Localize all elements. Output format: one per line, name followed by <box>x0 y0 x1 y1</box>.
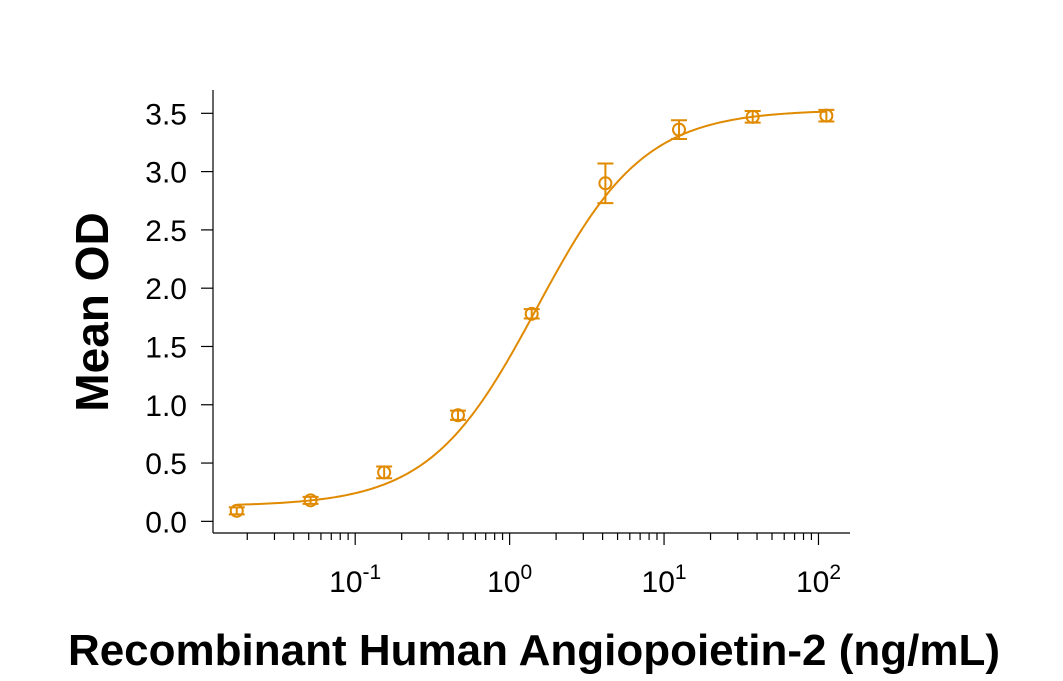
point-marker <box>672 122 687 137</box>
x-tick-label: 102 <box>796 561 841 599</box>
y-axis: 0.0 0.5 1.0 1.5 2.0 2.5 3.0 3.5 <box>145 90 214 539</box>
y-tick-label: 1.0 <box>145 390 187 423</box>
point-marker <box>377 465 392 480</box>
data-point <box>818 108 835 123</box>
point-marker <box>524 306 539 321</box>
x-tick-base: 10 <box>642 566 675 599</box>
point-marker <box>303 493 318 508</box>
x-axis: 10-1 100 101 102 <box>213 532 850 599</box>
point-marker <box>745 109 760 124</box>
x-tick-exponent: 2 <box>829 561 841 584</box>
data-point <box>523 306 540 321</box>
data-point <box>302 493 319 508</box>
data-point <box>671 119 688 140</box>
x-tick-base: 10 <box>796 566 829 599</box>
data-point <box>376 465 393 480</box>
point-marker <box>819 108 834 123</box>
x-axis-title: Recombinant Human Angiopoietin-2 (ng/mL) <box>68 626 1000 675</box>
data-point <box>744 109 761 124</box>
x-tick-exponent: 1 <box>675 561 687 584</box>
x-tick-label: 100 <box>487 561 532 599</box>
point-marker <box>598 176 613 191</box>
data-points <box>228 108 835 518</box>
y-tick-label: 2.0 <box>145 273 187 306</box>
y-tick-label: 1.5 <box>145 331 187 364</box>
x-tick-exponent: 0 <box>520 561 532 584</box>
x-tick-label: 101 <box>642 561 687 599</box>
data-point <box>597 162 614 205</box>
data-point <box>228 503 245 518</box>
point-marker <box>450 408 465 423</box>
y-axis-title: Mean OD <box>66 212 118 411</box>
x-tick-base: 10 <box>487 566 520 599</box>
y-tick-label: 0.0 <box>145 506 187 539</box>
x-tick-exponent: -1 <box>363 561 382 584</box>
y-tick-label: 2.5 <box>145 215 187 248</box>
point-marker <box>229 503 244 518</box>
y-tick-label: 3.0 <box>145 157 187 190</box>
x-tick-label: 10-1 <box>329 561 381 599</box>
x-tick-base: 10 <box>329 566 362 599</box>
x-ticks: 10-1 100 101 102 <box>246 533 841 599</box>
y-tick-label: 0.5 <box>145 448 187 481</box>
y-ticks: 0.0 0.5 1.0 1.5 2.0 2.5 3.0 3.5 <box>145 98 213 539</box>
y-tick-label: 3.5 <box>145 98 187 131</box>
data-point <box>449 408 466 423</box>
